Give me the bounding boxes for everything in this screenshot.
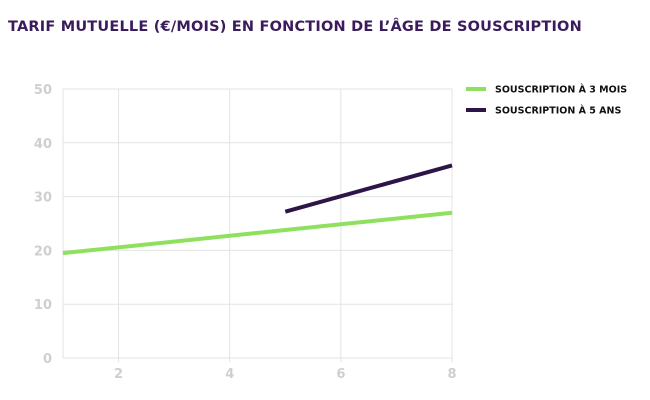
y-tick-label-20: 20 — [34, 244, 52, 259]
chart-title: TARIF MUTUELLE (€/MOIS) EN FONCTION DE L… — [8, 19, 582, 35]
y-tick-label-10: 10 — [34, 298, 52, 313]
y-tick-label-40: 40 — [34, 137, 52, 152]
y-axis-ticks: 0 10 20 30 40 50 — [34, 83, 52, 367]
y-tick-label-30: 30 — [34, 191, 52, 206]
y-tick-label-0: 0 — [43, 352, 52, 367]
series-line-1 — [62, 210, 453, 256]
series-lines — [62, 163, 453, 256]
series-line-2 — [284, 163, 453, 214]
grid-lines — [62, 88, 453, 362]
x-tick-label-6: 6 — [336, 367, 345, 382]
x-tick-label-4: 4 — [225, 367, 234, 382]
y-tick-label-50: 50 — [34, 83, 52, 98]
legend-label-1: SOUSCRIPTION À 3 MOIS — [495, 84, 627, 96]
x-tick-label-2: 2 — [114, 367, 123, 382]
legend: SOUSCRIPTION À 3 MOIS SOUSCRIPTION À 5 AN… — [466, 84, 627, 117]
x-axis-ticks: 2 4 6 8 — [114, 367, 456, 382]
x-tick-label-8: 8 — [447, 367, 456, 382]
legend-label-2: SOUSCRIPTION À 5 ANS — [495, 105, 621, 117]
